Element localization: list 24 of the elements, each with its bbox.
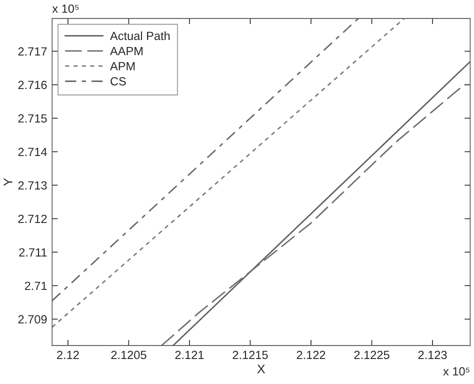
text: x 10⁵ bbox=[443, 367, 470, 376]
legend-label: APM bbox=[110, 62, 135, 70]
y-tick-label: 2.709 bbox=[18, 315, 47, 324]
x-tick-label: 2.12 bbox=[57, 350, 79, 360]
y-tick-label: 2.712 bbox=[18, 214, 47, 223]
legend-label: CS bbox=[110, 77, 126, 86]
x-tick-label: 2.1215 bbox=[232, 350, 268, 360]
x-tick-label: 2.1225 bbox=[354, 350, 390, 360]
y-tick-label: 2.71 bbox=[24, 282, 47, 290]
legend-label: Actual Path bbox=[110, 31, 170, 40]
y-tick-label: 2.713 bbox=[18, 181, 47, 190]
y-tick-label: 2.716 bbox=[18, 80, 47, 90]
x-tick-label: 2.1205 bbox=[111, 350, 146, 360]
text: x 10⁵ bbox=[52, 4, 79, 13]
y-tick-label: 2.711 bbox=[19, 248, 47, 256]
y-tick-label: 2.717 bbox=[18, 47, 47, 56]
y-tick-label: 2.715 bbox=[18, 114, 47, 123]
legend-label: AAPM bbox=[110, 46, 142, 56]
x-axis-title: X bbox=[257, 364, 266, 374]
x-tick-label: 2.123 bbox=[418, 350, 447, 360]
y-axis-title: Y bbox=[4, 178, 12, 186]
x-tick-label: 2.122 bbox=[296, 350, 326, 360]
y-tick-label: 2.714 bbox=[18, 148, 47, 156]
x-tick-label: 2.121 bbox=[175, 350, 204, 360]
